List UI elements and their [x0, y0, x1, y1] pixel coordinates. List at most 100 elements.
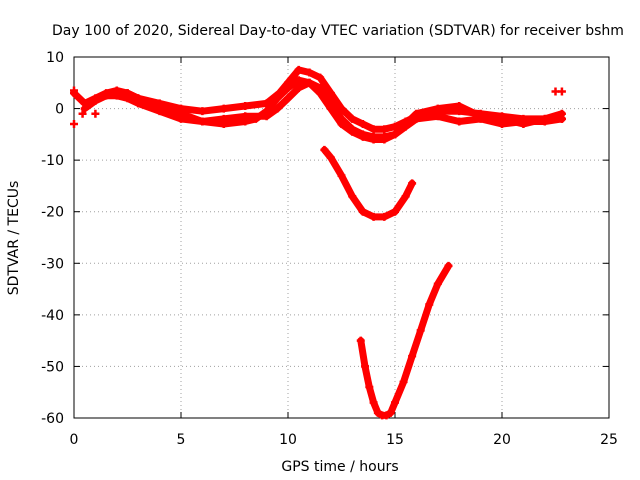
series-track-c [123, 76, 566, 144]
data-point [70, 120, 78, 129]
data-point [361, 362, 370, 371]
data-point [455, 101, 464, 110]
data-point [123, 89, 132, 98]
data-point [337, 104, 346, 113]
data-point [305, 68, 314, 77]
data-point [219, 104, 228, 113]
data-point [380, 212, 389, 221]
data-point [433, 112, 442, 121]
data-point [412, 114, 421, 123]
data-point [348, 127, 357, 136]
data-point [70, 86, 78, 95]
data-point [358, 132, 367, 141]
data-point [519, 117, 528, 126]
data-point [326, 89, 335, 98]
x-axis-label: GPS time / hours [281, 459, 398, 475]
data-point [356, 336, 365, 345]
data-point [284, 94, 292, 103]
data-point [78, 109, 87, 118]
data-point [326, 153, 335, 162]
data-point [294, 76, 303, 85]
x-tick-label: 25 [600, 432, 618, 448]
x-tick-label: 0 [70, 432, 79, 448]
series-isolated [70, 86, 566, 129]
data-point [416, 326, 425, 335]
axis-ticks: 0 5 10 15 20 25 10 0 -10 -20 -30 -40 -50 -60 [41, 50, 618, 448]
data-point [498, 120, 506, 129]
data-point [316, 89, 325, 98]
chart-title: Day 100 of 2020, Sidereal Day-to-day VTE… [52, 23, 624, 39]
data-series [70, 65, 566, 420]
data-point [391, 122, 399, 131]
data-point [155, 101, 164, 110]
data-point [273, 94, 282, 103]
data-point [455, 117, 464, 126]
data-point [273, 104, 282, 113]
data-point [102, 91, 111, 100]
x-tick-label: 20 [493, 432, 511, 448]
data-point [540, 117, 549, 126]
y-tick-label: -40 [41, 308, 64, 324]
data-point [391, 207, 399, 216]
series-line [357, 262, 452, 419]
data-point [399, 377, 408, 386]
data-point [144, 99, 153, 108]
data-point [305, 78, 314, 87]
x-tick-label: 5 [177, 432, 186, 448]
data-point [251, 114, 260, 123]
data-point [444, 261, 453, 270]
data-point [408, 352, 417, 361]
data-point [382, 411, 391, 420]
y-tick-label: 10 [46, 50, 64, 66]
data-point [433, 104, 442, 113]
series-track-d [320, 145, 417, 221]
data-point [401, 192, 410, 201]
y-axis-label: SDTVAR / TECUs [6, 181, 22, 296]
data-point [391, 398, 399, 407]
data-point [433, 279, 442, 288]
data-point [358, 207, 367, 216]
data-point [80, 104, 89, 113]
data-point [386, 408, 395, 417]
data-point [337, 120, 346, 129]
data-point [294, 83, 303, 92]
data-point [557, 87, 566, 96]
data-point [476, 114, 485, 123]
y-tick-label: -50 [41, 359, 64, 375]
data-point [177, 109, 185, 118]
x-tick-label: 15 [386, 432, 404, 448]
series-track-e [356, 261, 453, 420]
data-point [320, 145, 329, 154]
data-point [241, 101, 250, 110]
y-tick-label: -20 [41, 205, 64, 221]
data-point [369, 125, 378, 134]
data-point [198, 117, 207, 126]
data-point [401, 122, 410, 131]
data-point [425, 300, 434, 309]
data-point [219, 120, 228, 129]
data-point [112, 91, 121, 100]
y-tick-label: 0 [55, 102, 64, 118]
data-point [326, 104, 335, 113]
y-tick-label: -10 [41, 153, 64, 169]
data-point [380, 135, 389, 144]
data-point [262, 107, 271, 116]
plot-frame [73, 56, 610, 419]
data-point [316, 73, 325, 82]
data-point [241, 117, 250, 126]
series-track-b [80, 78, 566, 141]
data-point [369, 212, 378, 221]
data-point [391, 130, 399, 139]
series-line [320, 146, 416, 221]
data-point [348, 192, 357, 201]
data-point [358, 120, 367, 129]
y-tick-label: -60 [41, 411, 64, 427]
data-point [294, 65, 303, 74]
data-point [557, 114, 566, 123]
data-point [408, 179, 417, 188]
data-point [198, 107, 207, 116]
data-point [365, 383, 374, 392]
data-point [284, 83, 292, 92]
data-point [134, 94, 143, 103]
